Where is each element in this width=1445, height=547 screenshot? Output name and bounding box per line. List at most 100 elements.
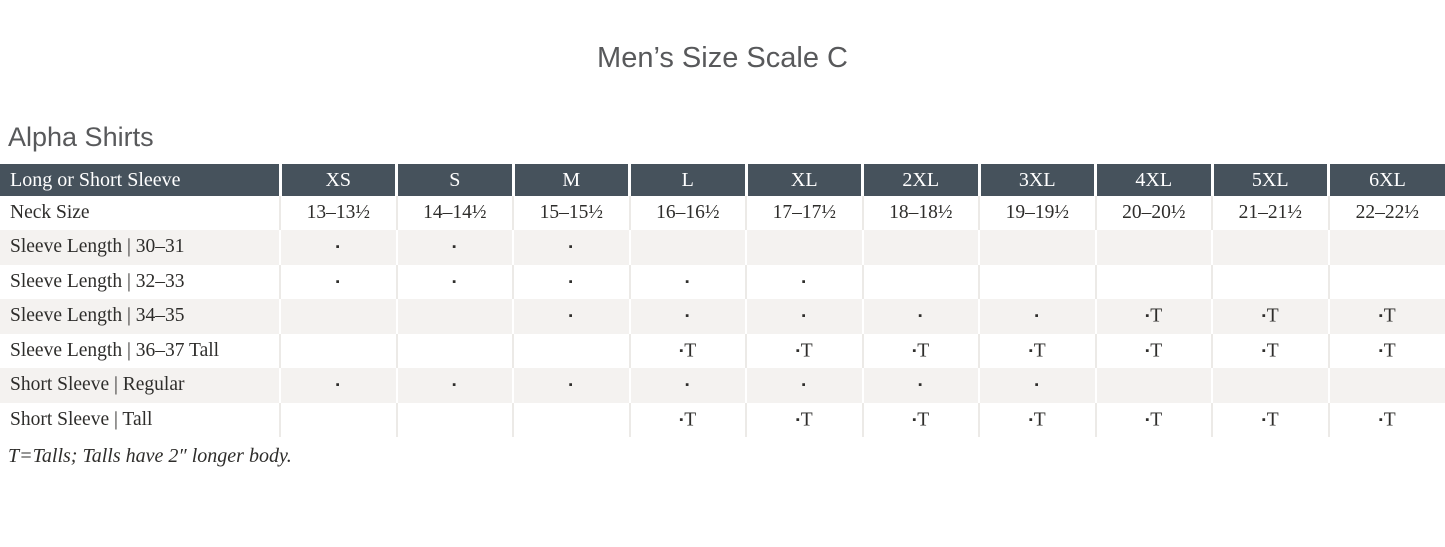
size-chart-page: Men’s Size Scale C Alpha Shirts Long or … <box>0 41 1445 468</box>
availability-square-icon: ▪ <box>1379 310 1384 322</box>
size-cell-6xl: ▪T <box>1329 403 1445 438</box>
availability-square-icon: ▪ <box>1262 345 1267 357</box>
size-cell-s <box>397 334 514 369</box>
table-row: Sleeve Length | 30–31 ▪ ▪ ▪ <box>0 230 1445 265</box>
availability-square-icon: ▪ <box>802 276 807 288</box>
header-label-column: Long or Short Sleeve <box>0 164 280 196</box>
availability-square-icon: ▪ <box>796 414 801 426</box>
size-cell-2xl <box>863 230 980 265</box>
size-cell-4xl <box>1096 230 1213 265</box>
availability-square-icon: ▪ <box>336 379 341 391</box>
size-cell-s <box>397 403 514 438</box>
size-cell-xs: ▪ <box>280 265 397 300</box>
size-cell-4xl: 20–20½ <box>1096 196 1213 230</box>
table-row: Short Sleeve | Regular▪▪▪▪▪▪▪ <box>0 368 1445 403</box>
size-cell-5xl: ▪T <box>1212 299 1329 334</box>
size-cell-m: 15–15½ <box>513 196 630 230</box>
row-label: Short Sleeve | Regular <box>0 368 280 403</box>
size-cell-2xl: 18–18½ <box>863 196 980 230</box>
size-cell-s: ▪ <box>397 265 514 300</box>
availability-square-icon: ▪ <box>569 310 574 322</box>
size-cell-xs <box>280 403 397 438</box>
availability-square-icon: ▪ <box>912 414 917 426</box>
size-cell-xs <box>280 334 397 369</box>
size-cell-4xl: ▪T <box>1096 334 1213 369</box>
size-cell-2xl: ▪T <box>863 334 980 369</box>
table-row: Sleeve Length | 34–35▪▪▪▪▪▪T▪T▪T <box>0 299 1445 334</box>
size-cell-5xl <box>1212 230 1329 265</box>
row-label: Sleeve Length | 32–33 <box>0 265 280 300</box>
size-cell-4xl: ▪T <box>1096 403 1213 438</box>
availability-square-icon: ▪ <box>452 276 457 288</box>
size-cell-xl <box>746 230 863 265</box>
header-cell-3xl: 3XL <box>979 164 1096 196</box>
header-cell-5xl: 5XL <box>1212 164 1329 196</box>
size-cell-xs: ▪ <box>280 368 397 403</box>
availability-square-icon: ▪ <box>1145 414 1150 426</box>
availability-square-icon: ▪ <box>1145 345 1150 357</box>
availability-square-icon: ▪ <box>1029 345 1034 357</box>
size-cell-4xl <box>1096 368 1213 403</box>
availability-square-icon: ▪ <box>1262 310 1267 322</box>
header-cell-4xl: 4XL <box>1096 164 1213 196</box>
header-cell-2xl: 2XL <box>863 164 980 196</box>
header-cell-l: L <box>630 164 747 196</box>
size-cell-xs: 13–13½ <box>280 196 397 230</box>
header-cell-xl: XL <box>746 164 863 196</box>
size-cell-3xl: 19–19½ <box>979 196 1096 230</box>
availability-square-icon: ▪ <box>685 310 690 322</box>
availability-square-icon: ▪ <box>1145 310 1150 322</box>
size-cell-xl: ▪ <box>746 265 863 300</box>
availability-square-icon: ▪ <box>569 379 574 391</box>
header-cell-6xl: 6XL <box>1329 164 1445 196</box>
size-cell-2xl: ▪T <box>863 403 980 438</box>
size-cell-5xl <box>1212 265 1329 300</box>
availability-square-icon: ▪ <box>452 241 457 253</box>
size-cell-5xl: ▪T <box>1212 403 1329 438</box>
size-cell-3xl: ▪T <box>979 334 1096 369</box>
size-cell-3xl: ▪T <box>979 403 1096 438</box>
section-heading: Alpha Shirts <box>8 121 1445 153</box>
size-cell-s <box>397 299 514 334</box>
availability-square-icon: ▪ <box>679 345 684 357</box>
header-cell-m: M <box>513 164 630 196</box>
availability-square-icon: ▪ <box>802 379 807 391</box>
size-cell-5xl: ▪T <box>1212 334 1329 369</box>
size-cell-m: ▪ <box>513 368 630 403</box>
table-row: Short Sleeve | Tall▪T▪T▪T▪T▪T▪T▪T <box>0 403 1445 438</box>
size-cell-l: ▪ <box>630 265 747 300</box>
size-cell-s: ▪ <box>397 368 514 403</box>
size-cell-xl: ▪ <box>746 299 863 334</box>
footnote: T=Talls; Talls have 2″ longer body. <box>8 444 1445 468</box>
size-cell-xs <box>280 299 397 334</box>
availability-square-icon: ▪ <box>1262 414 1267 426</box>
size-cell-l: ▪ <box>630 368 747 403</box>
size-cell-6xl: 22–22½ <box>1329 196 1445 230</box>
size-cell-2xl: ▪ <box>863 368 980 403</box>
size-cell-3xl: ▪ <box>979 299 1096 334</box>
size-cell-4xl <box>1096 265 1213 300</box>
row-label: Sleeve Length | 30–31 <box>0 230 280 265</box>
availability-square-icon: ▪ <box>569 276 574 288</box>
size-cell-xl: ▪T <box>746 334 863 369</box>
availability-square-icon: ▪ <box>336 241 341 253</box>
size-cell-4xl: ▪T <box>1096 299 1213 334</box>
table-row: Sleeve Length | 36–37 Tall▪T▪T▪T▪T▪T▪T▪T <box>0 334 1445 369</box>
availability-square-icon: ▪ <box>802 310 807 322</box>
size-cell-m: ▪ <box>513 299 630 334</box>
size-cell-6xl <box>1329 368 1445 403</box>
header-cell-s: S <box>397 164 514 196</box>
availability-square-icon: ▪ <box>1379 414 1384 426</box>
size-cell-m: ▪ <box>513 230 630 265</box>
size-cell-xs: ▪ <box>280 230 397 265</box>
availability-square-icon: ▪ <box>569 241 574 253</box>
size-cell-6xl: ▪T <box>1329 299 1445 334</box>
size-cell-l <box>630 230 747 265</box>
size-cell-5xl: 21–21½ <box>1212 196 1329 230</box>
availability-square-icon: ▪ <box>1029 414 1034 426</box>
size-cell-3xl <box>979 265 1096 300</box>
size-cell-m <box>513 334 630 369</box>
